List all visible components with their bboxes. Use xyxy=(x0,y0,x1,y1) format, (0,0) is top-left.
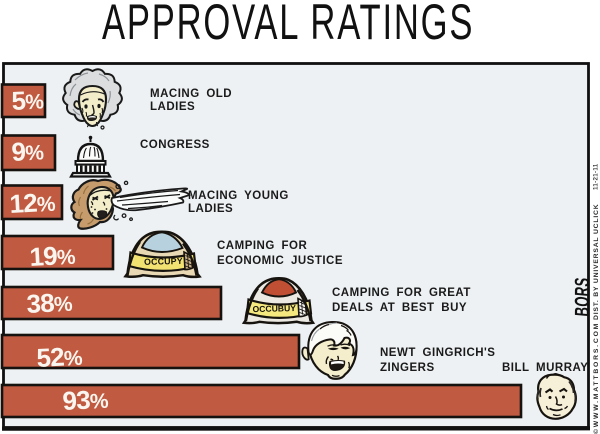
svg-text:CONGRESS: CONGRESS xyxy=(140,139,210,151)
svg-text:12%: 12% xyxy=(9,187,57,219)
svg-text:11-21-11: 11-21-11 xyxy=(593,163,600,190)
svg-text:DIST. BY UNIVERSAL UCLICK: DIST. BY UNIVERSAL UCLICK xyxy=(593,204,600,320)
svg-text:DEALS AT BEST BUY: DEALS AT BEST BUY xyxy=(332,302,467,314)
svg-text:93%: 93% xyxy=(62,384,110,416)
svg-text:CAMPING FOR: CAMPING FOR xyxy=(217,240,307,252)
svg-text:52%: 52% xyxy=(36,341,84,373)
svg-text:ECONOMIC JUSTICE: ECONOMIC JUSTICE xyxy=(217,255,343,267)
svg-text:CAMPING FOR GREAT: CAMPING FOR GREAT xyxy=(332,287,471,299)
svg-text:BORS: BORS xyxy=(570,276,594,317)
svg-text:ZINGERS: ZINGERS xyxy=(380,362,435,374)
svg-text:MACING YOUNG: MACING YOUNG xyxy=(188,190,289,202)
svg-text:OCCUBUY: OCCUBUY xyxy=(252,303,296,314)
svg-text:19%: 19% xyxy=(29,240,77,272)
svg-text:©WWW.MATTBORS.COM: ©WWW.MATTBORS.COM xyxy=(592,322,600,434)
svg-text:NEWT GINGRICH'S: NEWT GINGRICH'S xyxy=(380,347,495,359)
svg-text:APPROVAL RATINGS: APPROVAL RATINGS xyxy=(102,0,474,51)
svg-text:MACING OLD: MACING OLD xyxy=(150,88,232,100)
svg-text:38%: 38% xyxy=(26,287,74,319)
svg-text:OCCUPY: OCCUPY xyxy=(144,256,183,267)
svg-text:BILL MURRAY: BILL MURRAY xyxy=(502,362,588,374)
svg-text:LADIES: LADIES xyxy=(188,203,233,215)
svg-text:LADIES: LADIES xyxy=(150,101,195,113)
